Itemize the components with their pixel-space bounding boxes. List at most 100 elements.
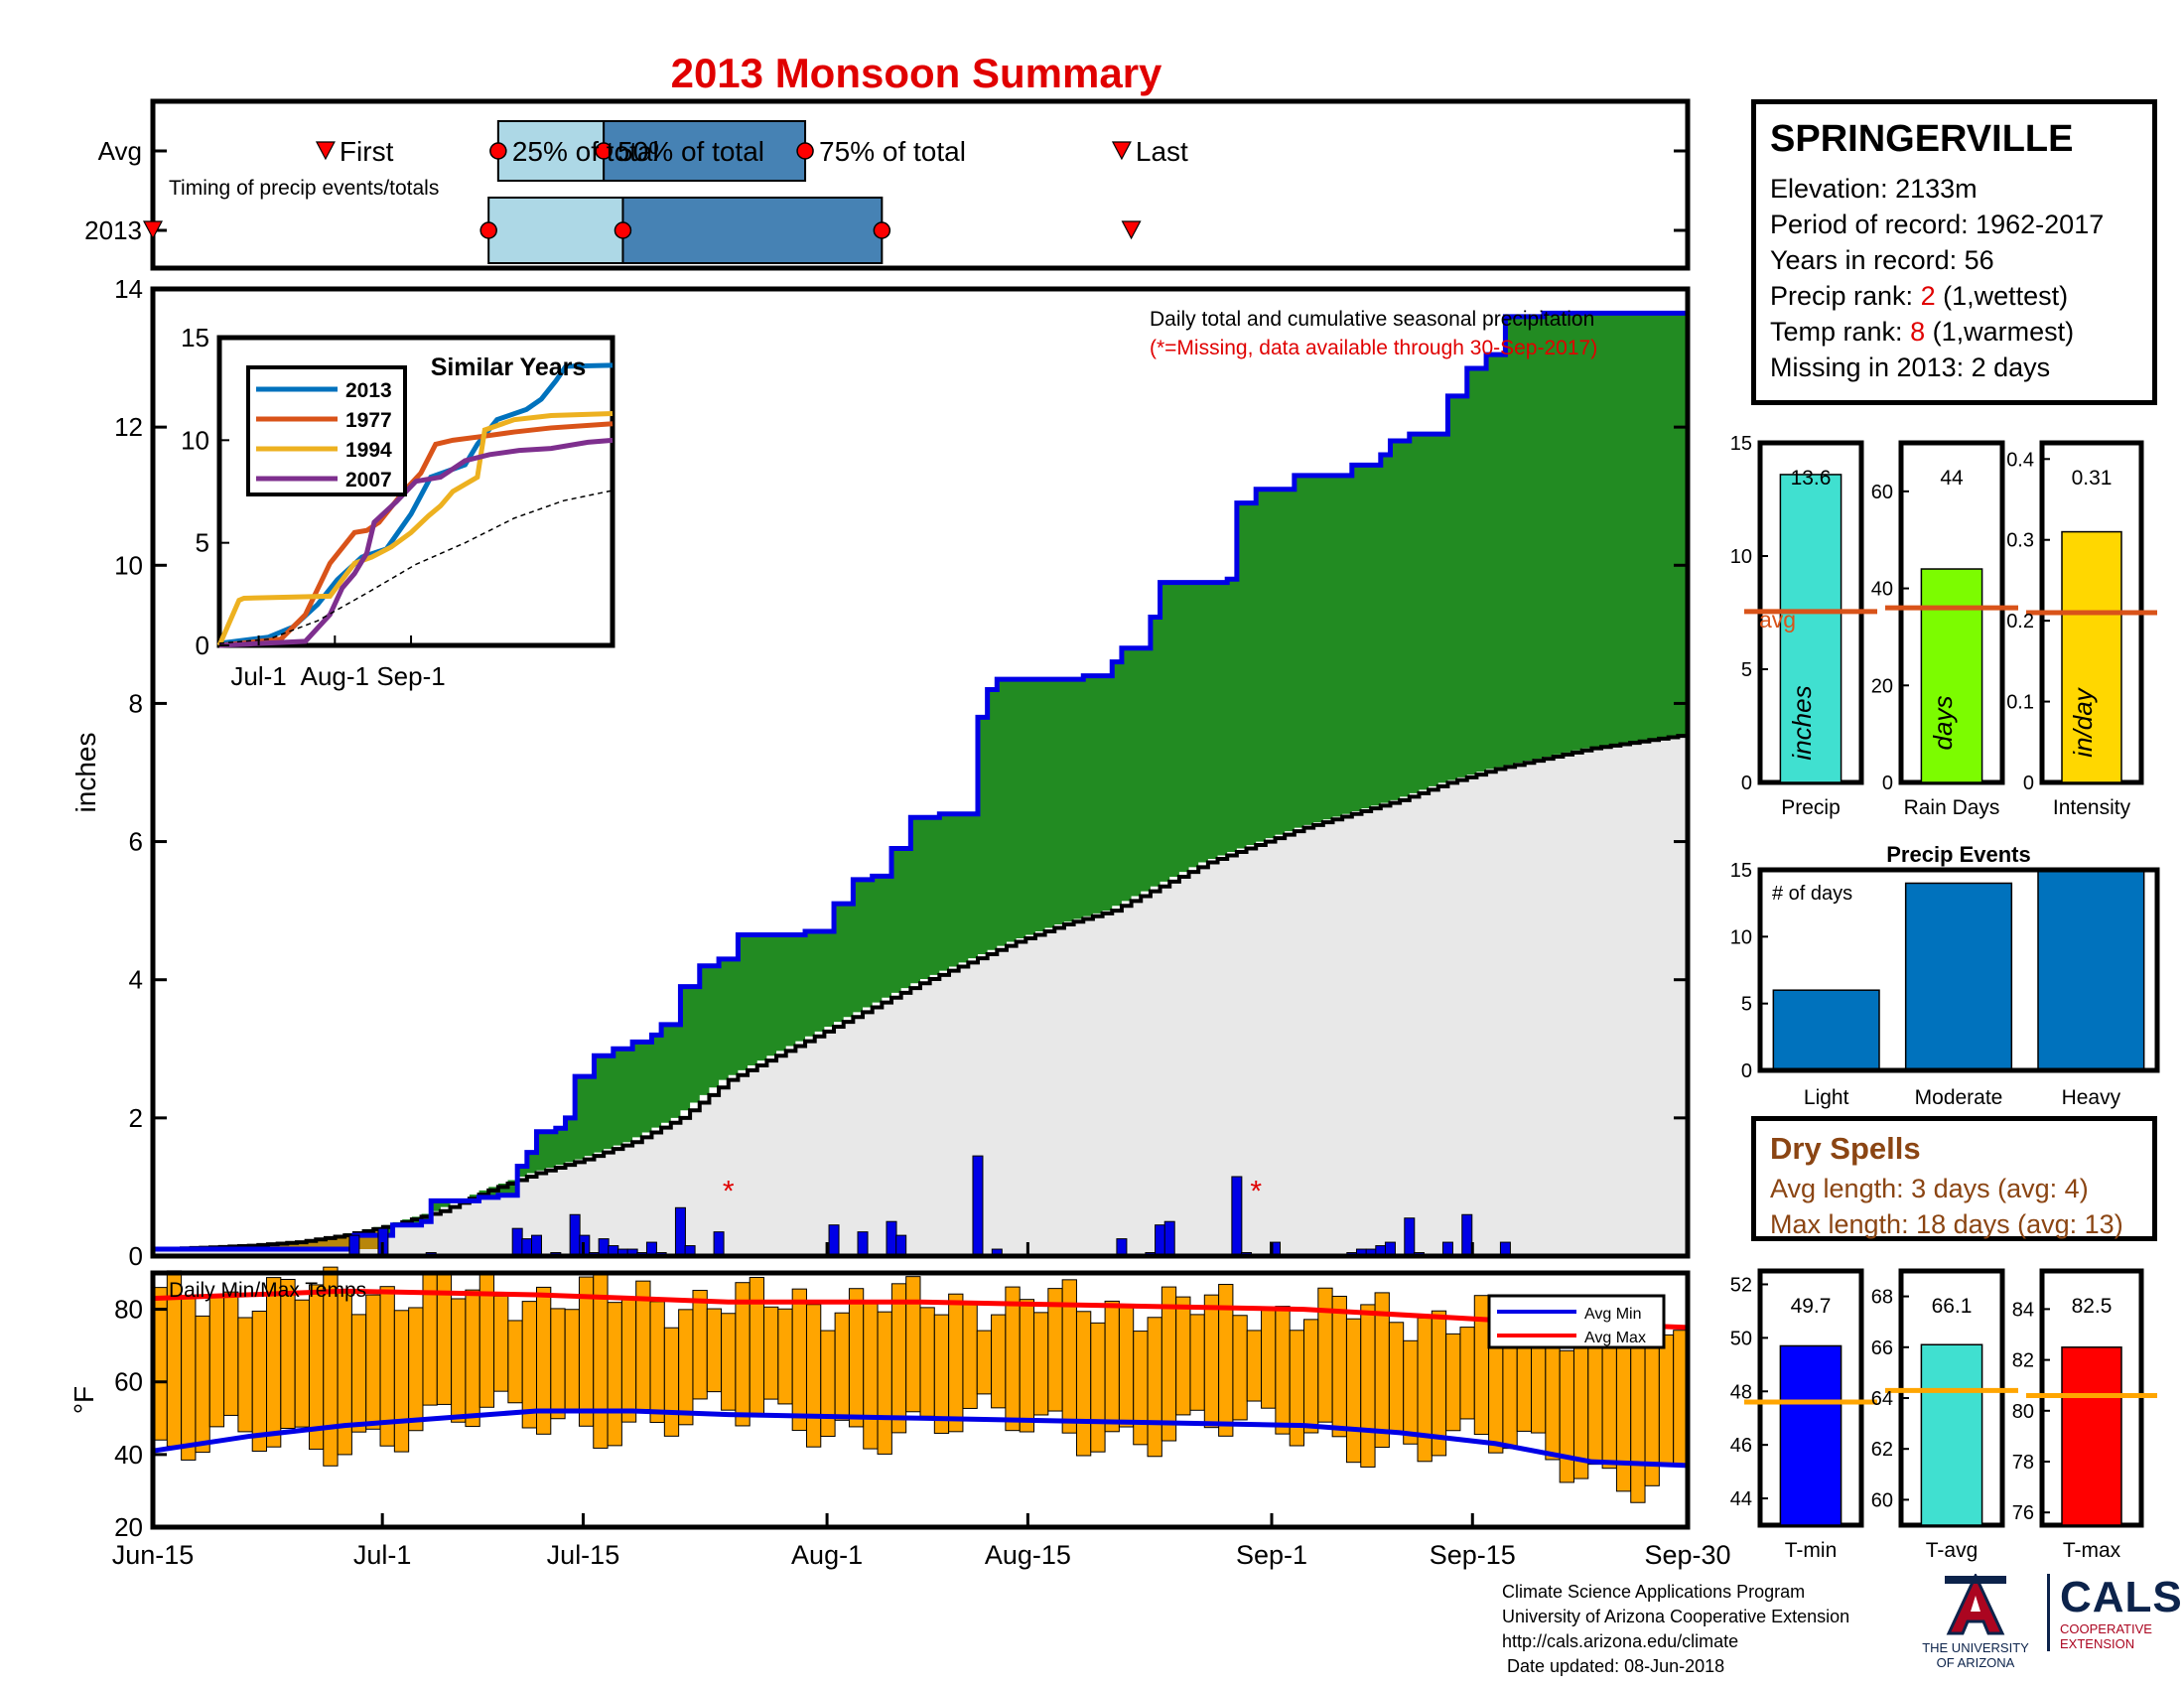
dry-spells-avg: Avg length: 3 days (avg: 4) [1770, 1174, 2089, 1203]
event-bar-light [1772, 989, 1880, 1071]
y-tick-label: 0 [129, 1241, 143, 1271]
y-tick-label: 6 [129, 827, 143, 857]
temp-range-bar [507, 1320, 523, 1404]
cals-line-2: EXTENSION [2060, 1636, 2135, 1651]
temp-range-bar [1075, 1311, 1092, 1457]
tmin-value-label: 49.7 [1791, 1295, 1832, 1318]
events-tick-label: 5 [1741, 994, 1752, 1016]
temps-panel: Daily Min/Max Temps Avg Min Avg Max 20 40 60 8… [68, 1242, 1731, 1570]
legend-avg-min: Avg Min [1584, 1306, 1642, 1323]
temp-range-bar [678, 1309, 694, 1426]
temp-y-label: 80 [114, 1295, 143, 1325]
ua-line-2: OF ARIZONA [1936, 1655, 2015, 1670]
events-title: Precip Events [1886, 842, 2031, 867]
footer-line-1: Climate Science Applications Program [1502, 1582, 1806, 1602]
inset-y-label: 5 [196, 528, 209, 558]
events-ylabel: # of days [1772, 883, 1852, 905]
temp-range-bar [181, 1297, 197, 1461]
temp-range-bar [791, 1288, 807, 1432]
daily-precip-bar [972, 1155, 984, 1257]
tmax-tick-label: 80 [2012, 1401, 2034, 1423]
daily-precip-bar [1461, 1213, 1473, 1257]
x-tick-label: Jul-1 [353, 1540, 412, 1570]
temp-summary-bars: 49.7 44 46 48 50 52 T-min 66.1 60 62 64 66 68 T-avg 82… [1730, 1268, 2157, 1562]
first-label: First [340, 136, 394, 167]
intensity-unit-label: in/day [2068, 686, 2098, 757]
temp-range-bar [1133, 1331, 1149, 1446]
temp-range-bar [1090, 1322, 1106, 1453]
daily-precip-bar [598, 1238, 610, 1257]
first-last-marker [315, 141, 336, 161]
daily-precip-bar [1231, 1176, 1243, 1257]
precip_total-tick-label: 15 [1730, 433, 1752, 455]
tavg-tick-label: 66 [1871, 1337, 1893, 1359]
temp-range-bar [863, 1303, 879, 1450]
temp-range-bar [1572, 1327, 1589, 1479]
x-tick-label: Aug-15 [985, 1540, 1071, 1570]
temps-frame [150, 1270, 1691, 1530]
temp-range-bar [1360, 1304, 1376, 1468]
missing-day-marker: * [1250, 1175, 1262, 1207]
similar-line-average [218, 490, 614, 644]
tmax-bar [2061, 1346, 2122, 1526]
temp-y-label: 20 [114, 1512, 143, 1542]
temp-range-bar [1615, 1332, 1632, 1492]
temp-rank-line: Temp rank: 8 (1,warmest) [1770, 314, 2152, 350]
temp-range-bar [1289, 1330, 1304, 1447]
precip_total-bar [1779, 474, 1843, 783]
rain_days-value-label: 44 [1940, 467, 1964, 490]
arizona-a-icon [1945, 1572, 2006, 1635]
temp-range-bar [1431, 1310, 1447, 1457]
rain_days-tick-label: 20 [1871, 675, 1893, 697]
temp-range-bar [1261, 1307, 1277, 1409]
rain_days-unit-label: days [1928, 696, 1958, 751]
tmin-tick-label: 46 [1730, 1435, 1752, 1457]
university-of-arizona-logo: THE UNIVERSITY OF ARIZONA [1921, 1572, 2030, 1670]
temp-range-bar [777, 1308, 793, 1405]
daily-precip-bar [531, 1234, 542, 1257]
temp-range-bar [991, 1314, 1007, 1409]
quartile-box-lower [487, 197, 624, 264]
avg-min-line [152, 1408, 1689, 1469]
legend-label: 1977 [345, 409, 392, 432]
precip-rank-value: 2 [1920, 281, 1936, 311]
intensity-tick-label: 0.3 [2006, 530, 2034, 552]
tavg-category-label: T-avg [1926, 1539, 1979, 1562]
first-last-marker [1121, 220, 1142, 240]
summary-bars: 13.6 0 5 10 15 inches Precip 44 0 20 40 60 days Rain … [1730, 433, 2157, 819]
quartile-marker [479, 221, 497, 239]
event-category-label: Moderate [1915, 1086, 2003, 1109]
temp-range-bar [890, 1283, 907, 1434]
temp-range-bar [1118, 1305, 1135, 1428]
precip_total-tick-label: 0 [1741, 773, 1752, 794]
temp-range-bar [962, 1304, 978, 1409]
temp-range-bar [1005, 1286, 1021, 1432]
temp-range-bar [550, 1308, 566, 1420]
temp-range-bar [948, 1293, 964, 1433]
x-tick-label: Sep-15 [1430, 1540, 1516, 1570]
quartile-marker [873, 221, 891, 239]
temp-range-bar [649, 1301, 665, 1424]
temp-range-bar [706, 1308, 723, 1393]
temp-range-bar [848, 1288, 865, 1428]
intensity-bar [2061, 530, 2122, 783]
similar-years-inset: 0 5 10 15 Jul-1 Aug-1 Sep-1 Similar Years 2013 19… [181, 323, 615, 691]
daily-precip-bar [1116, 1238, 1128, 1257]
surplus-area [153, 313, 1688, 1250]
temp-rank-suffix: (1,warmest) [1925, 317, 2075, 347]
daily-precip-bar [1163, 1220, 1175, 1257]
footer-credits: Climate Science Applications Program Uni… [1502, 1580, 1849, 1679]
temp-range-bar [1189, 1314, 1205, 1411]
temp-range-bar [393, 1310, 410, 1453]
temp-range-bar [1331, 1295, 1347, 1438]
pct75-label: 75% of total [819, 136, 966, 167]
temp-range-bar [763, 1306, 779, 1400]
temp-range-bar [1658, 1334, 1675, 1465]
precip-frame [150, 286, 1691, 1259]
y-tick-label: 12 [114, 412, 143, 442]
tmin-tick-label: 52 [1730, 1274, 1752, 1296]
first-last-marker [143, 220, 163, 240]
daily-precip-bar [511, 1227, 523, 1257]
tmax-tick-label: 82 [2012, 1350, 2034, 1372]
